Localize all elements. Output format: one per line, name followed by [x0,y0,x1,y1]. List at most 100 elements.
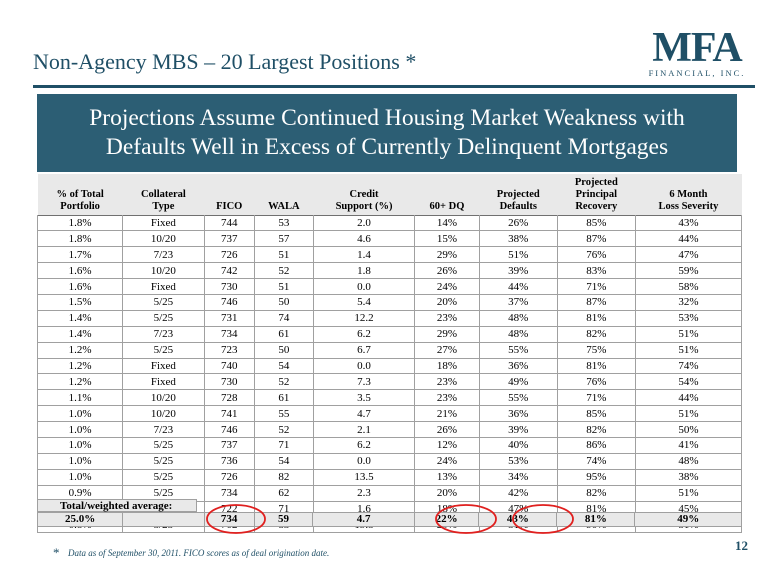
table-cell: 12% [414,436,480,454]
table-row: 1.1% 10/20 728 61 3.5 23% 55% 71% 44% [36,389,743,407]
table-cell: Fixed [122,357,205,375]
total-cell: 49% [634,512,742,527]
column-header: FICO [204,174,255,215]
table-cell: 736 [203,452,255,470]
table-row: 1.2% Fixed 740 54 0.0 18% 36% 81% 74% [36,357,743,375]
table-cell: 728 [203,389,255,407]
table-cell: 82% [556,484,636,502]
table-row: 1.4% 5/25 731 74 12.2 23% 48% 81% 53% [36,309,743,327]
table-cell: 83% [556,262,636,280]
table-cell: 742 [203,262,255,280]
table-cell: 4.7 [312,405,416,423]
table-cell: 12.2 [312,309,416,327]
table-cell: 55% [478,389,558,407]
table-cell: 87% [556,230,636,248]
table-cell: 62 [253,484,314,502]
table-cell: 7.3 [312,373,416,391]
table-cell: 737 [203,436,255,454]
table-cell: 44% [634,230,743,248]
column-header-line: 60+ DQ [429,200,465,212]
column-header-line: Type [152,200,175,212]
table-cell: 7/23 [122,325,205,343]
table-cell: 14% [414,214,480,232]
table-cell: 723 [203,341,255,359]
table-cell: 55% [478,341,558,359]
table-row: 1.8% 10/20 737 57 4.6 15% 38% 87% 44% [36,230,743,248]
total-cell: 734 [203,512,255,527]
column-header: Credit Support (%) [313,174,415,215]
table-cell: 23% [414,389,480,407]
table-cell: 5/25 [122,309,205,327]
table-cell: 746 [203,293,255,311]
table-cell: 36% [478,405,558,423]
table-cell: 85% [556,214,636,232]
table-cell: 53% [634,309,743,327]
table-cell: 24% [414,278,480,295]
table-cell: 734 [203,325,255,343]
table-cell: 1.4% [36,309,124,327]
total-row: 25.0% 734 59 4.7 22% 43% 81% 49% [36,512,742,527]
table-cell: 71% [556,389,636,407]
table-cell: 50 [253,293,314,311]
table-cell: 731 [203,309,255,327]
table-cell: 76% [556,246,636,264]
table-cell: 71% [556,278,636,295]
table-cell: 5/25 [122,293,205,311]
table-cell: 18% [414,357,480,375]
table-cell: 50% [634,421,743,438]
table-cell: 27% [414,341,480,359]
table-cell: 51% [634,341,743,359]
column-header-line: Projected [496,188,540,200]
table-cell: 48% [478,325,558,343]
column-header: Projected Defaults [479,174,558,215]
table-cell: 5/25 [122,452,205,470]
table-cell: 726 [203,246,255,264]
footnote: Data as of September 30, 2011. FICO scor… [68,548,330,558]
table-cell: 1.7% [36,246,124,264]
table-cell: 41% [634,436,743,454]
table-cell: 4.6 [312,230,416,248]
total-cell [122,512,205,527]
table-cell: 5/25 [122,341,205,359]
total-label: Total/weighted average: [37,499,197,512]
table-cell: 51% [634,484,743,502]
column-header-line: Recovery [575,200,618,212]
table-cell: 746 [203,421,255,438]
table-cell: 52 [253,421,314,438]
table-cell: 76% [556,373,636,391]
table-cell: 82% [556,325,636,343]
total-cell: 81% [556,512,636,527]
table-cell: 1.6% [36,262,124,280]
table-cell: 21% [414,405,480,423]
table-cell: 5.4 [312,293,416,311]
table-cell: 51 [253,246,314,264]
table-cell: 61 [253,325,314,343]
column-header-line: Projected [574,176,618,188]
table-cell: 10/20 [122,405,205,423]
table-cell: 82 [253,468,314,486]
table-cell: 51% [634,405,743,423]
column-header: 6 Month Loss Severity [635,174,742,215]
table-cell: 57 [253,230,314,248]
total-cell: 43% [478,512,558,527]
table-body: 1.8% Fixed 744 53 2.0 14% 26% 85% 43% 1.8% 10/20 73… [36,214,743,534]
table-cell: 38% [478,230,558,248]
table-cell: 47% [634,246,743,264]
table-cell: 51% [478,246,558,264]
table-cell: 39% [478,262,558,280]
column-header: WALA [254,174,314,215]
table-cell: 85% [556,405,636,423]
table-cell: 32% [634,293,743,311]
table-cell: 58% [634,278,743,295]
column-header-line [417,189,478,201]
slide-title: Non-Agency MBS – 20 Largest Positions * [33,49,417,74]
table-cell: 42% [478,484,558,502]
table-cell: 0.0 [312,452,416,470]
table-cell: 44% [478,278,558,295]
table-cell: 26% [414,262,480,280]
column-header-line: 6 Month [669,188,708,200]
table-row: 1.0% 7/23 746 52 2.1 26% 39% 82% 50% [36,421,743,438]
table-cell: 726 [203,468,255,486]
table-cell: Fixed [122,373,205,391]
table-cell: 13% [414,468,480,486]
